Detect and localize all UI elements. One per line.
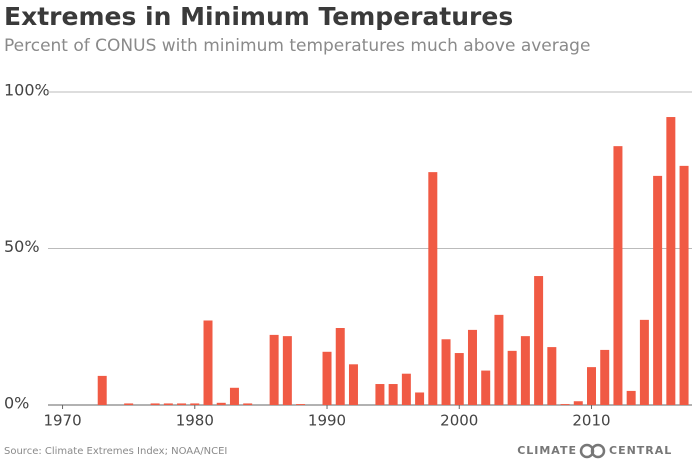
bar bbox=[177, 403, 187, 405]
bar bbox=[150, 403, 160, 405]
x-tick-label: 1970 bbox=[43, 412, 81, 430]
bar bbox=[348, 364, 358, 405]
bar bbox=[573, 401, 583, 405]
bar bbox=[296, 404, 306, 405]
bar bbox=[97, 375, 107, 405]
x-tick-label: 2010 bbox=[572, 412, 610, 430]
bar bbox=[494, 314, 504, 405]
bar bbox=[335, 328, 345, 405]
x-tick-label: 2000 bbox=[440, 412, 478, 430]
chart-subtitle: Percent of CONUS with minimum temperatur… bbox=[4, 36, 590, 56]
bar bbox=[428, 172, 438, 405]
bar bbox=[626, 390, 636, 405]
bar bbox=[190, 403, 200, 405]
bar bbox=[520, 336, 530, 405]
bar bbox=[243, 403, 253, 405]
bar bbox=[534, 276, 544, 405]
bar bbox=[269, 334, 279, 405]
bar bbox=[639, 319, 649, 405]
bar bbox=[587, 367, 596, 405]
bar bbox=[388, 384, 398, 405]
bar bbox=[375, 384, 385, 405]
bar bbox=[203, 320, 213, 405]
bar bbox=[415, 392, 425, 405]
source: Source: Climate Extremes Index; NOAA/NCE… bbox=[4, 446, 227, 457]
logo: CLIMATE CENTRAL bbox=[517, 443, 672, 459]
bar bbox=[322, 351, 332, 405]
logo-text: CENTRAL bbox=[609, 444, 672, 457]
x-tick-label: 1990 bbox=[308, 412, 346, 430]
logo-text: CLIMATE bbox=[517, 444, 577, 457]
bar bbox=[124, 403, 134, 405]
bar bbox=[401, 373, 411, 405]
bar bbox=[666, 117, 676, 405]
bar bbox=[441, 339, 451, 405]
bar bbox=[481, 370, 491, 405]
chart-title: Extremes in Minimum Temperatures bbox=[4, 2, 513, 31]
bar bbox=[600, 349, 610, 405]
bar bbox=[507, 350, 517, 405]
bar bbox=[547, 347, 557, 405]
logo-icon bbox=[590, 443, 606, 459]
bar bbox=[163, 403, 173, 405]
bar bbox=[216, 402, 226, 405]
y-tick-label: 100% bbox=[4, 81, 50, 100]
bar bbox=[653, 175, 663, 405]
y-tick-label: 50% bbox=[4, 237, 40, 256]
bar bbox=[454, 353, 464, 405]
bar bbox=[560, 404, 570, 405]
bar bbox=[229, 387, 239, 405]
y-tick-label: 0% bbox=[4, 394, 29, 413]
bar bbox=[467, 329, 477, 405]
bar bbox=[282, 336, 292, 405]
bar bbox=[613, 146, 623, 406]
bar bbox=[679, 165, 689, 405]
x-tick-label: 1980 bbox=[176, 412, 214, 430]
